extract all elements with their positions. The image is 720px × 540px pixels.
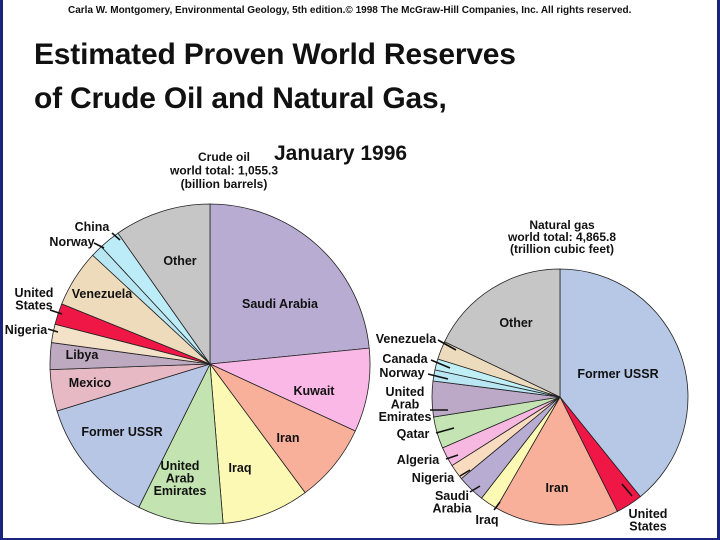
gas-leader-algeria — [445, 454, 459, 460]
gas-header-line: Natural gas — [529, 218, 595, 232]
gas-label-iran: Iran — [546, 481, 569, 495]
oil-header-line: Crude oil — [198, 150, 250, 164]
gas-leader-united-states — [621, 483, 633, 497]
gas-header-line: world total: 4,865.8 — [507, 230, 616, 244]
gas-leader-nigeria — [459, 469, 471, 477]
oil-label-norway: Norway — [49, 235, 94, 249]
oil-label-iraq: Iraq — [229, 461, 252, 475]
gas-slice-former-ussr — [559, 268, 689, 498]
oil-leader-norway — [93, 242, 105, 249]
oil-label-china: China — [75, 220, 111, 234]
oil-header-line: (billion barrels) — [181, 177, 268, 191]
oil-label-united-states: United States — [15, 286, 54, 313]
gas-leader-qatar — [435, 427, 455, 434]
oil-slice-kuwait — [208, 347, 371, 432]
gas-label-algeria: Algeria — [397, 453, 440, 467]
oil-slice-former-ussr — [56, 363, 211, 508]
oil-header-line: world total: 1,055.3 — [169, 164, 278, 178]
gas-leader-norway — [427, 373, 449, 380]
copyright-line: Carla W. Montgomery, Environmental Geolo… — [68, 5, 632, 16]
gas-slice-other — [443, 268, 561, 398]
gas-slice-iran — [495, 396, 618, 526]
oil-slice-united-arab-emirates — [138, 362, 224, 525]
gas-label-united-arab-emirates: United Arab Emirates — [379, 385, 432, 424]
oil-label-nigeria: Nigeria — [5, 323, 48, 337]
oil-label-venezuela: Venezuela — [72, 287, 133, 301]
gas-leader-venezuela — [437, 339, 457, 351]
gas-leader-canada — [430, 359, 451, 369]
oil-leader-nigeria — [47, 328, 59, 333]
gas-leader-iraq — [493, 501, 501, 511]
oil-leader-united-states — [49, 309, 63, 315]
title-line-1: Estimated Proven World Reserves — [34, 38, 516, 71]
oil-leader-china — [111, 232, 121, 241]
oil-label-libya: Libya — [66, 348, 100, 362]
gas-label-qatar: Qatar — [397, 427, 430, 441]
gas-label-nigeria: Nigeria — [412, 471, 455, 485]
oil-slice-saudi-arabia — [209, 203, 370, 365]
oil-label-former-ussr: Former USSR — [81, 425, 162, 439]
gas-label-canada: Canada — [382, 352, 428, 366]
oil-label-iran: Iran — [277, 431, 300, 445]
oil-label-other: Other — [163, 254, 196, 268]
gas-header-line: (trillion cubic feet) — [510, 242, 614, 256]
gas-label-saudi-arabia: Saudi Arabia — [433, 489, 473, 516]
subtitle: January 1996 — [274, 142, 408, 165]
gas-label-other: Other — [499, 316, 532, 330]
gas-label-iraq: Iraq — [476, 513, 499, 527]
oil-slice-iraq — [209, 362, 306, 524]
oil-label-mexico: Mexico — [69, 376, 112, 390]
oil-label-kuwait: Kuwait — [294, 384, 336, 398]
gas-label-united-states: United States — [629, 507, 668, 534]
title-line-2: of Crude Oil and Natural Gas, — [34, 82, 447, 115]
gas-label-venezuela: Venezuela — [376, 332, 437, 346]
oil-label-united-arab-emirates: United Arab Emirates — [154, 459, 207, 498]
oil-label-saudi-arabia: Saudi Arabia — [242, 297, 319, 311]
gas-leader-saudi-arabia — [469, 485, 481, 493]
gas-label-norway: Norway — [379, 366, 424, 380]
gas-label-former-ussr: Former USSR — [577, 367, 658, 381]
oil-slice-other — [117, 203, 211, 366]
